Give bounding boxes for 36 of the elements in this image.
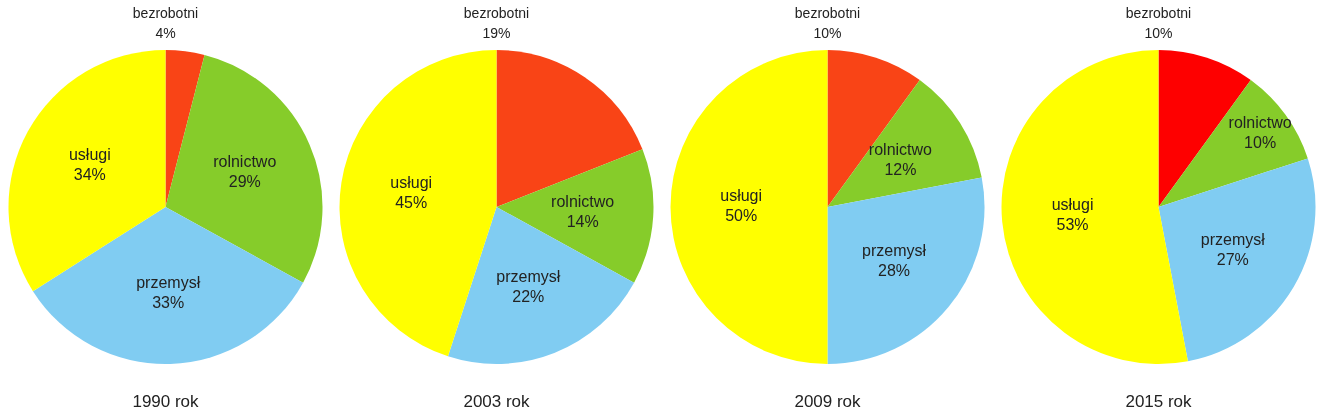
- data-label: 14%: [566, 212, 599, 230]
- text: 1990 rok: [132, 391, 200, 411]
- data-label: 53%: [1056, 215, 1089, 233]
- slice-label: rolnictwo: [868, 141, 933, 159]
- data-label: 50%: [725, 207, 758, 225]
- slice-label: bezrobotni: [132, 4, 199, 21]
- data-label: 34%: [73, 165, 106, 183]
- slice-label: usługi: [720, 187, 763, 205]
- slice-label: rolnictwo: [551, 192, 615, 210]
- slice-label: usługi: [1051, 195, 1094, 213]
- data-label: 28%: [878, 262, 911, 280]
- slice-label: usługi: [68, 145, 111, 163]
- data-label: 19%: [482, 24, 511, 41]
- slice-label: bezrobotni: [794, 4, 861, 21]
- slice-label: bezrobotni: [463, 4, 530, 21]
- data-label: 29%: [228, 173, 261, 191]
- data-label: 10%: [1244, 133, 1277, 151]
- data-label: 10%: [813, 24, 842, 41]
- slice-label: przemysł: [862, 242, 927, 260]
- data-label: 12%: [884, 161, 917, 179]
- slice-label: przemysł: [136, 273, 201, 291]
- data-label: 33%: [152, 293, 185, 311]
- slice-label: rolnictwo: [213, 153, 277, 171]
- slice-label: rolnictwo: [1228, 113, 1292, 131]
- data-label: 27%: [1216, 251, 1249, 269]
- data-label: 22%: [512, 287, 545, 305]
- data-label: 4%: [155, 24, 176, 41]
- data-label: 10%: [1144, 24, 1173, 41]
- slice-label: przemysł: [496, 267, 561, 285]
- slice-label: przemysł: [1200, 231, 1266, 249]
- text: 2009 rok: [794, 391, 862, 411]
- text: 2003 rok: [463, 391, 531, 411]
- text: 2015 rok: [1125, 391, 1193, 411]
- data-label: 45%: [395, 193, 428, 211]
- slice-label: usługi: [390, 173, 433, 191]
- slice-label: bezrobotni: [1125, 4, 1192, 21]
